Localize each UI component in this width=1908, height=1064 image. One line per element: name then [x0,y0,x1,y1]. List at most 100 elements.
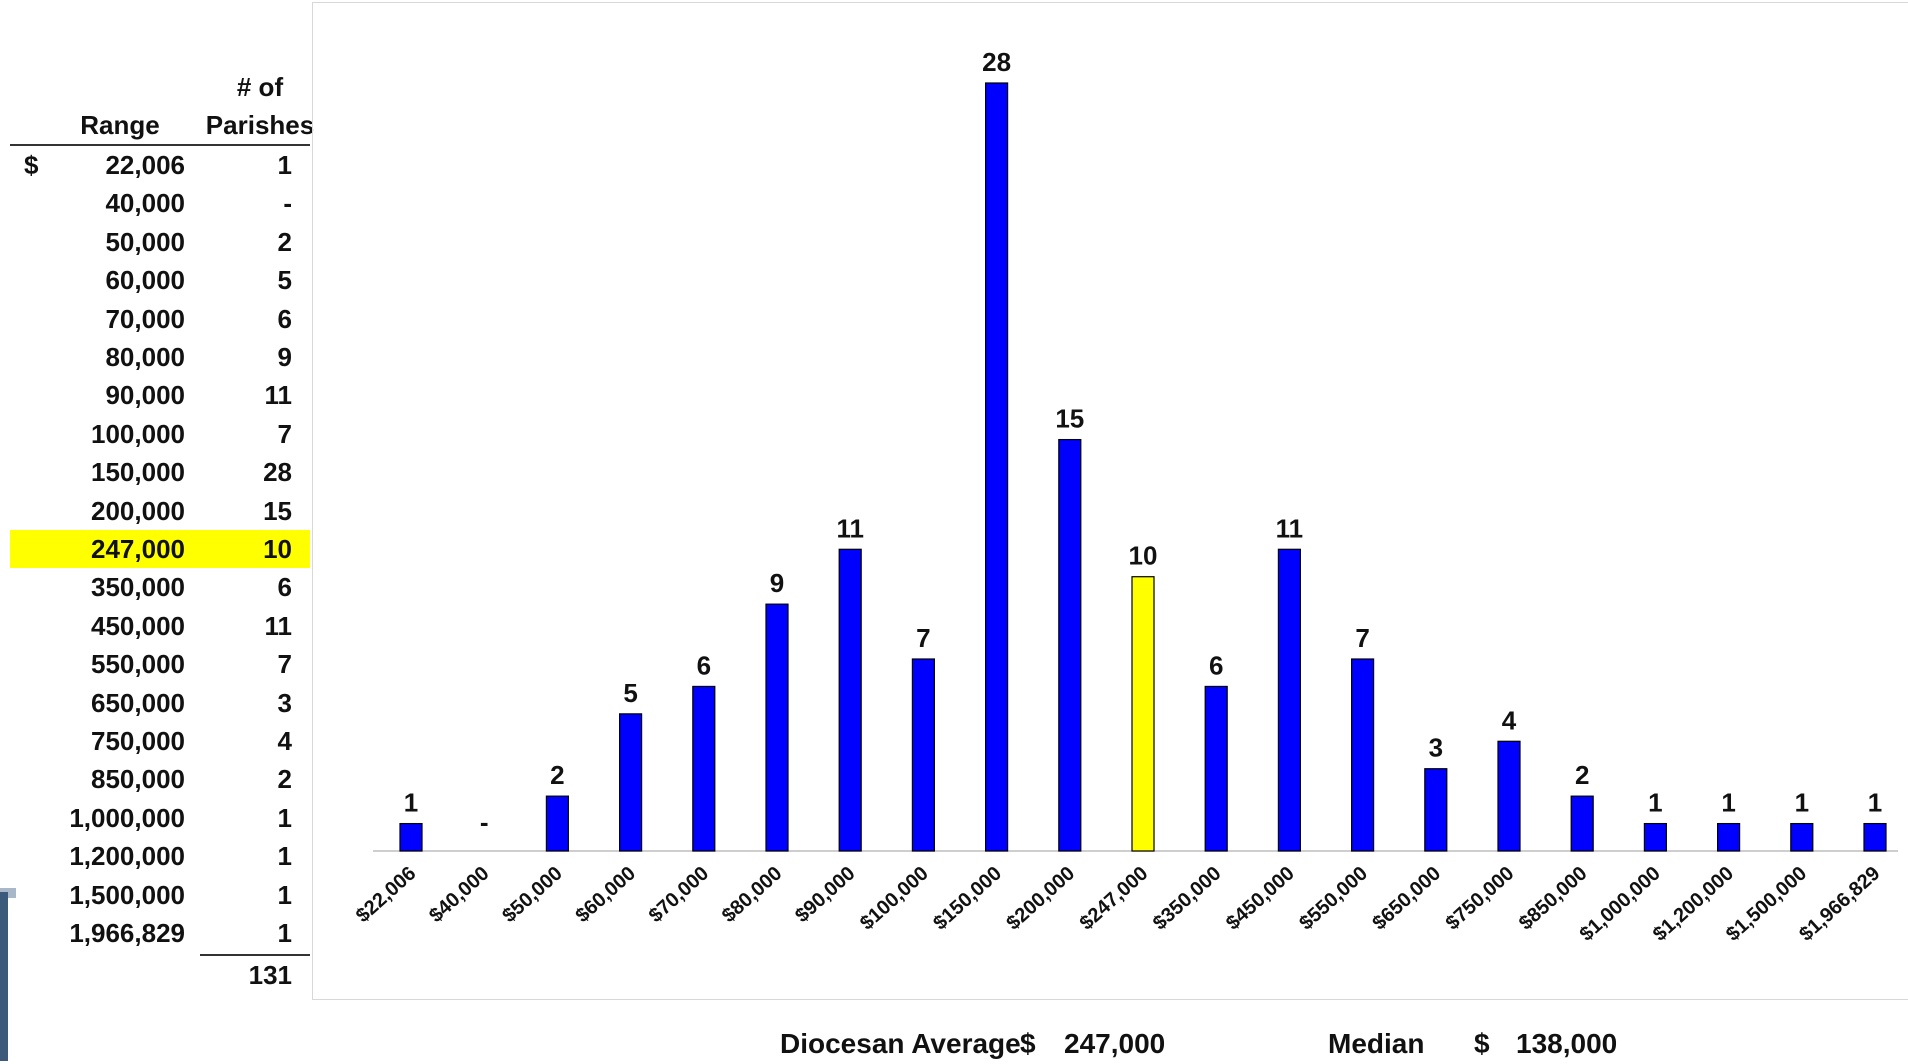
x-tick-label-10: $200,000 [1002,862,1079,934]
table-row: 1,000,000 1 [10,799,310,837]
table-row: 100,000 7 [10,415,310,453]
range-value: 150,000 [91,457,185,488]
data-label-15: 3 [1429,733,1443,763]
parish-count: 4 [277,726,292,756]
bar-21 [1863,822,1887,852]
x-tick-label-21: $1,966,829 [1795,862,1884,945]
total-count: 131 [248,960,292,991]
range-value: 22,006 [105,150,185,180]
x-tick-label-16: $750,000 [1442,862,1519,934]
parish-count: 11 [264,380,293,411]
x-tick-label-12: $350,000 [1149,862,1226,934]
data-label-4: 5 [623,678,637,708]
parish-count: 11 [264,610,293,641]
parish-count: 10 [263,534,292,564]
median-currency: $ [1474,1028,1490,1059]
table-row: 70,000 6 [10,300,310,338]
data-label-9: 28 [982,47,1011,77]
x-tick-label-9: $150,000 [929,862,1006,934]
bar-20 [1790,822,1814,852]
header-count-line1: # of [236,72,284,102]
bar-18 [1643,822,1668,852]
median-value: 138,000 [1516,1028,1618,1059]
parish-count: 1 [277,841,292,872]
x-tick-label-8: $100,000 [856,862,933,934]
range-value: 1,500,000 [69,879,185,910]
bar-1 [399,822,423,852]
footer-stats: Diocesan Average $ 247,000 Median $ 138,… [0,1024,1908,1064]
bar-15 [1424,768,1448,852]
parish-count: 6 [277,572,292,603]
data-label-17: 2 [1575,760,1589,790]
bar-10 [1058,438,1082,852]
table-row: 650,000 3 [10,684,310,722]
range-value: 90,000 [105,380,185,411]
range-value: 650,000 [91,687,185,718]
range-value: 350,000 [91,572,185,603]
parish-count: 1 [277,802,292,833]
x-tick-label-13: $450,000 [1222,862,1299,934]
parish-count: 9 [277,342,292,372]
median-label: Median [1328,1028,1425,1059]
range-value: 1,200,000 [69,841,185,872]
chart-area: 1 $22,006 - $40,000 2 $50,000 5 $60,000 6 $70,000… [312,2,1908,1000]
parish-count: 15 [263,495,292,526]
x-tick-label-5: $70,000 [645,862,713,927]
bar-7 [838,548,862,852]
bar-14 [1350,658,1375,852]
data-label-18: 1 [1648,788,1662,818]
x-tick-label-1: $22,006 [352,862,420,927]
table-row: 200,000 15 [10,492,310,530]
range-value: 70,000 [105,303,185,334]
range-value: 550,000 [91,649,185,680]
x-tick-label-11: $247,000 [1076,862,1153,934]
table-row: 90,000 11 [10,376,310,414]
table-row: 850,000 2 [10,760,310,798]
header-divider [10,144,310,146]
x-tick-label-14: $550,000 [1295,862,1372,934]
parish-count: 2 [277,764,292,795]
data-label-19: 1 [1721,788,1735,818]
x-tick-label-3: $50,000 [498,862,566,927]
header-range: Range [80,110,160,140]
average-currency: $ [1020,1028,1036,1059]
table-row: 60,000 5 [10,261,310,299]
bar-5 [692,685,716,852]
data-label-12: 6 [1209,650,1223,680]
parish-count: 7 [277,649,292,680]
histogram-chart: 1 $22,006 - $40,000 2 $50,000 5 $60,000 6 $70,000… [352,47,1898,946]
table-row: 40,000 - [10,184,310,222]
range-value: 450,000 [91,610,185,641]
bar-16 [1497,740,1521,852]
range-value: 247,000 [91,534,185,564]
bar-3 [545,795,569,852]
table-row: 80,000 9 [10,338,310,376]
range-value: 850,000 [91,764,185,795]
data-label-1: 1 [404,788,418,818]
header-count-line2: Parishes [205,110,315,140]
data-label-2: - [480,807,489,837]
edge-decoration [0,892,8,1061]
table-row: 1,500,000 1 [10,876,310,914]
data-label-6: 9 [770,568,784,598]
x-tick-label-7: $90,000 [791,862,859,927]
bar-17 [1570,795,1594,852]
table-row: 1,200,000 1 [10,837,310,875]
x-tick-label-15: $650,000 [1368,862,1445,934]
range-value: 750,000 [91,726,185,756]
data-label-3: 2 [550,760,564,790]
x-tick-label-2: $40,000 [425,862,493,927]
data-label-7: 11 [836,513,864,543]
currency-symbol: $ [24,150,39,180]
data-label-8: 7 [916,623,930,653]
table-row: 550,000 7 [10,645,310,683]
range-value: 1,966,829 [69,918,185,948]
bar-12 [1204,685,1228,852]
table-row: 50,000 2 [10,223,310,261]
range-value: 200,000 [91,495,185,526]
parish-count: 6 [277,303,292,334]
parish-count: 28 [263,457,292,488]
x-tick-label-6: $80,000 [718,862,786,927]
bar-13 [1277,548,1302,852]
parish-count: 5 [277,265,292,296]
